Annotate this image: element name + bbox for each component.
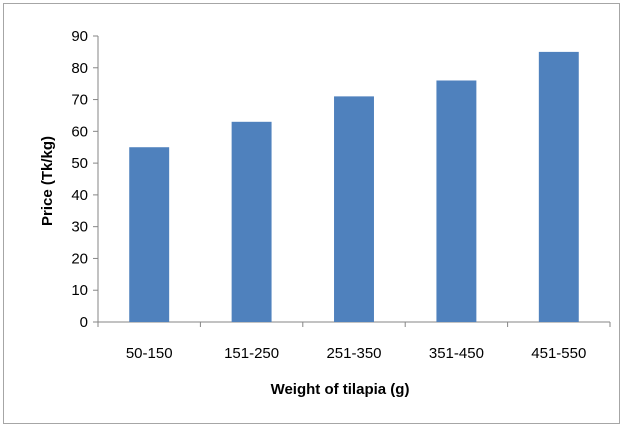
- bar: [129, 147, 170, 322]
- y-axis-title: Price (Tk/kg): [39, 136, 56, 226]
- x-tick-label: 351-450: [429, 345, 484, 362]
- y-tick-label: 90: [71, 28, 88, 45]
- y-tick-label: 60: [71, 123, 88, 140]
- x-tick-label: 251-350: [326, 345, 381, 362]
- bar: [538, 51, 579, 323]
- x-tick-label: 451-550: [531, 345, 586, 362]
- x-axis-title: Weight of tilapia (g): [271, 381, 410, 398]
- y-tick-label: 80: [71, 60, 88, 77]
- y-tick-label: 0: [80, 314, 88, 331]
- bar: [231, 121, 272, 322]
- y-tick-label: 30: [71, 219, 88, 236]
- x-axis: 50-150 151-250 251-350 351-450 451-550: [97, 321, 611, 362]
- y-tick-label: 20: [71, 250, 88, 267]
- bar: [334, 96, 374, 322]
- y-tick-label: 70: [71, 92, 88, 109]
- y-tick-label: 50: [71, 155, 88, 172]
- chart-frame: [3, 3, 620, 424]
- bar: [436, 80, 477, 322]
- x-tick-label: 50-150: [126, 345, 173, 362]
- y-tick-label: 40: [71, 187, 88, 204]
- y-tick-label: 10: [71, 282, 88, 299]
- y-axis: 0 10 20 30 40 50 60 70 80 90: [71, 28, 99, 331]
- bars: [129, 51, 579, 323]
- x-tick-label: 151-250: [224, 345, 279, 362]
